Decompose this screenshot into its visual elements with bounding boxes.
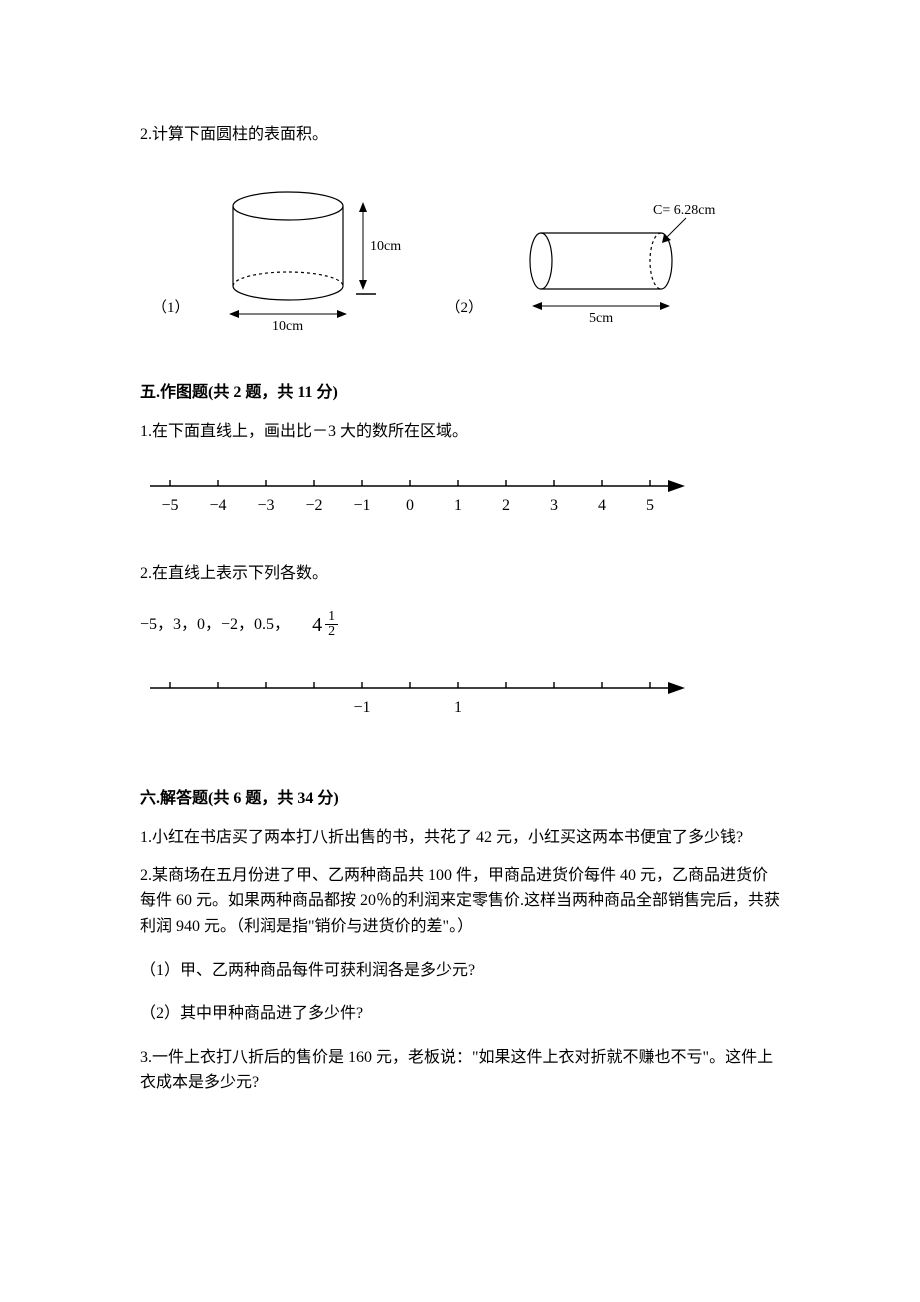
svg-text:1: 1	[454, 699, 462, 716]
s6-q2-intro: 2.某商场在五月份进了甲、乙两种商品共 100 件，甲商品进货价每件 40 元，…	[140, 863, 780, 940]
svg-text:−1: −1	[353, 699, 370, 716]
svg-text:0: 0	[406, 497, 414, 514]
s5-q2-prompt: 2.在直线上表示下列各数。	[140, 561, 780, 587]
q2-fig2-label: （2）	[446, 296, 484, 336]
svg-text:−4: −4	[209, 497, 226, 514]
s5-q1-numberline: −5 −4 −3 −2 −1 0 1 2 3 4 5	[140, 461, 700, 531]
q2-fig1-height: 10cm	[370, 239, 401, 254]
s6-q3: 3.一件上衣打八折后的售价是 160 元，老板说："如果这件上衣对折就不赚也不亏…	[140, 1045, 780, 1096]
q2-fig1-diameter: 10cm	[272, 319, 303, 334]
s5-q2-numbers: −5，3，0，−2，0.5， 4 1 2	[140, 609, 780, 641]
s5-q2-fraction: 4 1 2	[312, 609, 338, 641]
svg-text:2: 2	[502, 497, 510, 514]
q2-fig2-circ: C= 6.28cm	[653, 203, 715, 218]
s5-q2-numbers-prefix: −5，3，0，−2，0.5，	[140, 612, 290, 638]
s6-q1: 1.小红在书店买了两本打八折出售的书，共花了 42 元，小红买这两本书便宜了多少…	[140, 825, 780, 851]
svg-text:−2: −2	[305, 497, 322, 514]
svg-text:−1: −1	[353, 497, 370, 514]
svg-text:1: 1	[454, 497, 462, 514]
q2-fig1-label: （1）	[152, 296, 190, 336]
q2-fig2-length: 5cm	[589, 311, 613, 326]
svg-text:−3: −3	[257, 497, 274, 514]
svg-text:4: 4	[598, 497, 606, 514]
section6-heading: 六.解答题(共 6 题，共 34 分)	[140, 786, 780, 812]
frac-den: 2	[325, 625, 338, 640]
q2-fig1-svg: 10cm 10cm	[218, 176, 418, 336]
q2-figures: （1） 10cm 10cm （2） C	[140, 176, 780, 336]
svg-text:5: 5	[646, 497, 654, 514]
s6-q2-sub1: （1）甲、乙两种商品每件可获利润各是多少元?	[140, 958, 780, 984]
q2-prompt: 2.计算下面圆柱的表面积。	[140, 122, 780, 148]
section5-heading: 五.作图题(共 2 题，共 11 分)	[140, 380, 780, 406]
frac-whole: 4	[312, 609, 322, 641]
q2-fig2-svg: C= 6.28cm 5cm	[511, 196, 741, 336]
svg-text:−5: −5	[161, 497, 178, 514]
s6-q2-sub2: （2）其中甲种商品进了多少件?	[140, 1001, 780, 1027]
s5-q1-prompt: 1.在下面直线上，画出比－3 大的数所在区域。	[140, 419, 780, 445]
frac-num: 1	[325, 610, 338, 626]
s5-q2-numberline: −1 1	[140, 663, 700, 733]
svg-text:3: 3	[550, 497, 558, 514]
